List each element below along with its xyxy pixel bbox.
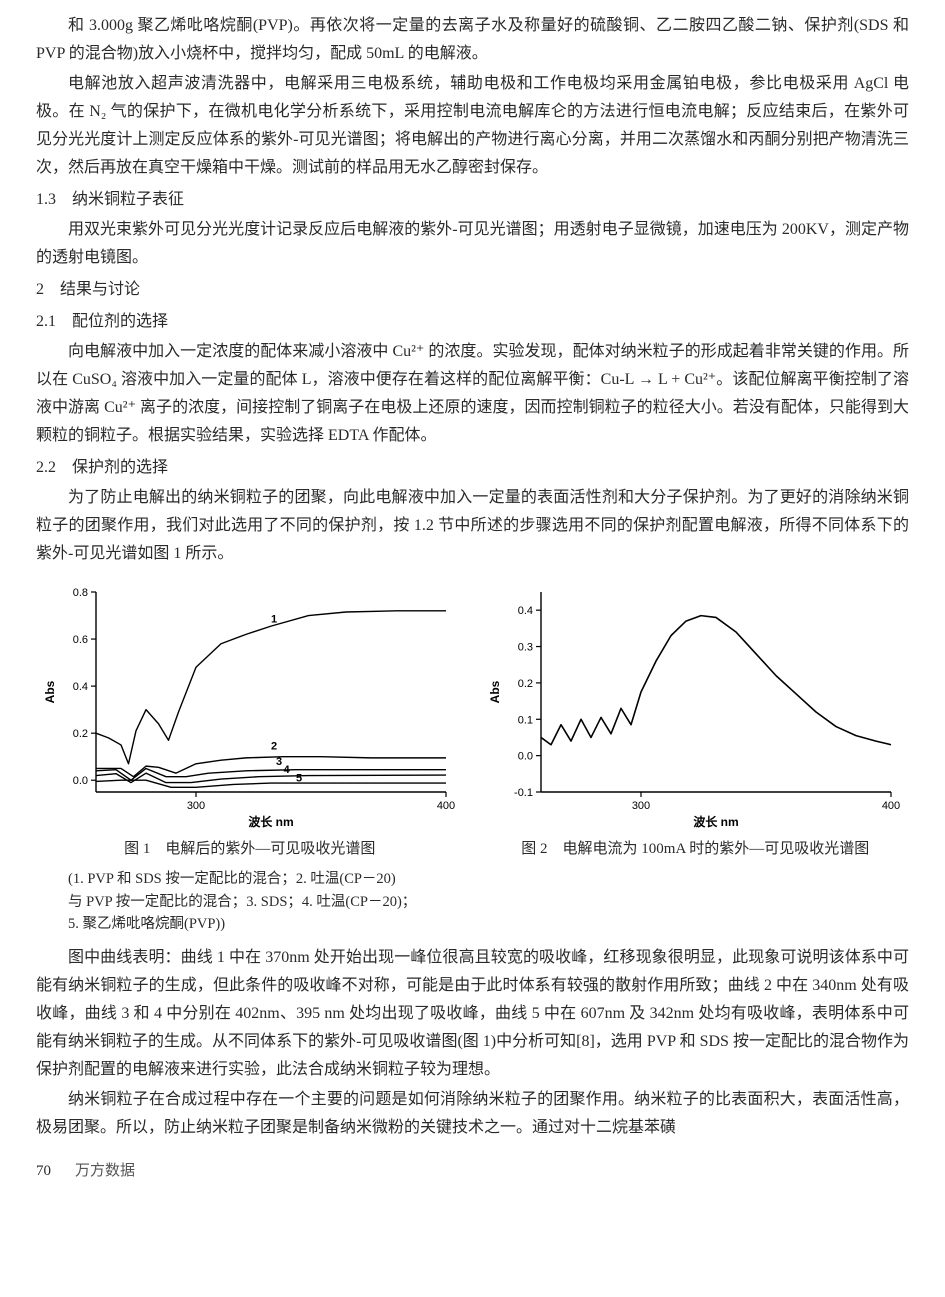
figures-row: 0.0 0.2 0.4 0.6 0.8 300 400 波长 nm Abs 1 2 345 图 1 电…: [36, 582, 909, 862]
svg-text:0.2: 0.2: [72, 728, 87, 740]
svg-text:0.4: 0.4: [518, 605, 533, 617]
svg-text:波长 nm: 波长 nm: [248, 814, 293, 829]
heading-2-1: 2.1 配位剂的选择: [36, 308, 909, 336]
svg-text:0.0: 0.0: [72, 775, 87, 787]
wanfang-label: 万方数据: [75, 1158, 135, 1184]
page-number: 70: [36, 1158, 51, 1184]
paragraph-reagents: 和 3.000g 聚乙烯吡咯烷酮(PVP)。再依次将一定量的去离子水及称量好的硫…: [36, 12, 909, 68]
figure-2-caption: 图 2 电解电流为 100mA 时的紫外—可见吸收光谱图: [482, 836, 910, 862]
figure-2-chart: -0.1 0.0 0.1 0.2 0.3 0.4 300 400 波长 nm Abs: [485, 582, 905, 832]
figure-1: 0.0 0.2 0.4 0.6 0.8 300 400 波长 nm Abs 1 2 345 图 1 电…: [36, 582, 464, 862]
heading-2-2: 2.2 保护剂的选择: [36, 454, 909, 482]
svg-text:波长 nm: 波长 nm: [694, 814, 739, 829]
svg-text:3: 3: [276, 756, 282, 768]
svg-text:400: 400: [882, 800, 900, 812]
svg-text:0.6: 0.6: [72, 634, 87, 646]
paragraph-electrolysis: 电解池放入超声波清洗器中，电解采用三电极系统，辅助电极和工作电极均采用金属铂电极…: [36, 70, 909, 182]
svg-text:Abs: Abs: [43, 680, 57, 703]
heading-1-3: 1.3 纳米铜粒子表征: [36, 186, 909, 214]
svg-text:0.2: 0.2: [518, 678, 533, 690]
figure-1-chart: 0.0 0.2 0.4 0.6 0.8 300 400 波长 nm Abs 1 2 345: [40, 582, 460, 832]
figure-1-caption: 图 1 电解后的紫外—可见吸收光谱图: [36, 836, 464, 862]
paragraph-curve-analysis: 图中曲线表明：曲线 1 中在 370nm 处开始出现一峰位很高且较宽的吸收峰，红…: [36, 944, 909, 1084]
figure-1-legend-1: (1. PVP 和 SDS 按一定配比的混合；2. 吐温(CP－20): [68, 868, 909, 890]
figure-2: -0.1 0.0 0.1 0.2 0.3 0.4 300 400 波长 nm Abs 图 2 电解…: [482, 582, 910, 862]
svg-text:300: 300: [632, 800, 650, 812]
paragraph-aggregation: 纳米铜粒子在合成过程中存在一个主要的问题是如何消除纳米粒子的团聚作用。纳米粒子的…: [36, 1086, 909, 1142]
paragraph-characterization: 用双光束紫外可见分光光度计记录反应后电解液的紫外-可见光谱图；用透射电子显微镜，…: [36, 216, 909, 272]
svg-text:5: 5: [296, 772, 302, 784]
page-footer: 70 万方数据: [36, 1158, 909, 1184]
svg-text:0.3: 0.3: [518, 642, 533, 654]
figure-1-legend-2: 与 PVP 按一定配比的混合；3. SDS；4. 吐温(CP－20)；: [68, 891, 909, 913]
svg-text:Abs: Abs: [488, 680, 502, 703]
svg-text:0.8: 0.8: [72, 587, 87, 599]
svg-text:4: 4: [283, 764, 290, 776]
svg-text:400: 400: [437, 800, 455, 812]
svg-text:1: 1: [271, 614, 277, 626]
paragraph-ligand: 向电解液中加入一定浓度的配体来减小溶液中 Cu²⁺ 的浓度。实验发现，配体对纳米…: [36, 338, 909, 450]
svg-text:0.4: 0.4: [72, 681, 87, 693]
svg-text:300: 300: [187, 800, 205, 812]
svg-text:2: 2: [271, 741, 277, 753]
svg-text:-0.1: -0.1: [514, 787, 533, 799]
figure-1-legend-3: 5. 聚乙烯吡咯烷酮(PVP)): [68, 913, 909, 935]
paragraph-protectant: 为了防止电解出的纳米铜粒子的团聚，向此电解液中加入一定量的表面活性剂和大分子保护…: [36, 484, 909, 568]
svg-text:0.1: 0.1: [518, 714, 533, 726]
heading-2: 2 结果与讨论: [36, 276, 909, 304]
svg-text:0.0: 0.0: [518, 751, 533, 763]
